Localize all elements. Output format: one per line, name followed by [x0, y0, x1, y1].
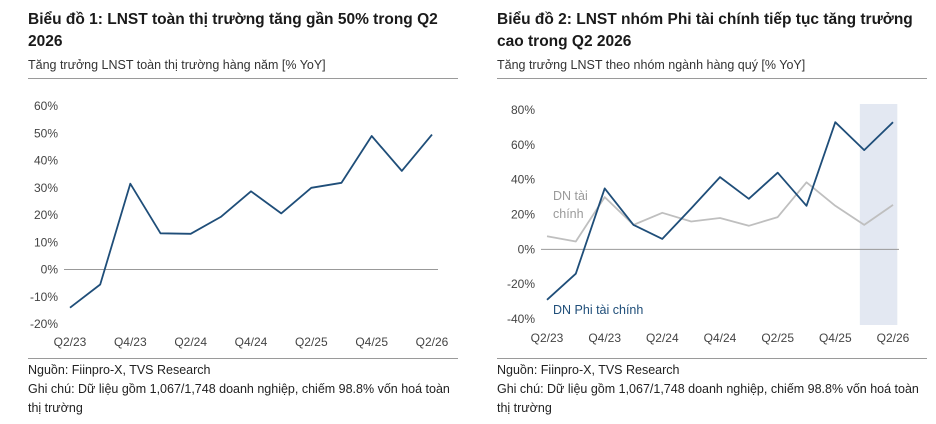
chart-2-title: Biểu đồ 2: LNST nhóm Phi tài chính tiếp …: [497, 11, 913, 50]
y-tick-label: 80%: [511, 103, 535, 117]
chart-2-top-rule: [497, 78, 927, 79]
chart-1-subtitle: Tăng trưởng LNST toàn thị trường hàng nă…: [28, 58, 326, 72]
chart-1-note: Ghi chú: Dữ liệu gồm 1,067/1,748 doanh n…: [28, 382, 450, 415]
y-tick-label: 10%: [34, 235, 58, 249]
chart-2-source: Nguồn: Fiinpro-X, TVS Research: [497, 363, 680, 377]
x-tick-label: Q2/24: [646, 331, 679, 345]
y-tick-label: 60%: [511, 138, 535, 152]
x-tick-label: Q4/24: [235, 335, 268, 349]
chart-1-source: Nguồn: Fiinpro-X, TVS Research: [28, 363, 211, 377]
x-tick-label: Q2/26: [877, 331, 910, 345]
x-tick-label: Q2/25: [761, 331, 794, 345]
chart-panel-2: Biểu đồ 2: LNST nhóm Phi tài chính tiếp …: [497, 0, 927, 79]
y-tick-label: -20%: [507, 277, 535, 291]
series-label-dn-tai-chinh-cont: chính: [553, 207, 584, 221]
chart-1-plot: 60% 50% 40% 30% 20% 10% 0% -10% -20% Q2/23 Q4/23 Q2…: [30, 99, 449, 349]
chart-2-footer: Nguồn: Fiinpro-X, TVS Research Ghi chú: …: [497, 358, 927, 418]
x-tick-label: Q4/25: [355, 335, 388, 349]
x-tick-label: Q2/25: [295, 335, 328, 349]
x-tick-label: Q4/25: [819, 331, 852, 345]
y-tick-label: 20%: [511, 208, 535, 222]
chart-panel-1: Biểu đồ 1: LNST toàn thị trường tăng gần…: [28, 0, 458, 79]
x-tick-label: Q2/26: [416, 335, 449, 349]
chart-1-bottom-rule: [28, 358, 458, 359]
chart-2-plot: 80% 60% 40% 20% 0% -20% -40% Q2/23 Q4/23 Q2/24 Q4/…: [507, 103, 910, 345]
y-tick-label: 30%: [34, 181, 58, 195]
x-tick-label: Q4/23: [588, 331, 621, 345]
x-tick-label: Q4/24: [704, 331, 737, 345]
x-tick-label: Q2/23: [54, 335, 87, 349]
y-tick-label: -40%: [507, 312, 535, 326]
series-line: [546, 121, 894, 301]
series-line: [69, 134, 433, 309]
series-label-dn-tai-chinh: DN tài: [553, 189, 588, 203]
y-tick-label: 60%: [34, 99, 58, 113]
x-tick-label: Q4/23: [114, 335, 147, 349]
chart-2-note: Ghi chú: Dữ liệu gồm 1,067/1,748 doanh n…: [497, 382, 919, 415]
y-tick-label: -10%: [30, 290, 58, 304]
y-tick-label: 0%: [518, 242, 536, 256]
y-tick-label: 40%: [34, 154, 58, 168]
x-tick-label: Q2/24: [174, 335, 207, 349]
y-tick-label: 50%: [34, 126, 58, 140]
chart-2-bottom-rule: [497, 358, 927, 359]
series-line: [546, 181, 894, 243]
y-tick-label: 0%: [41, 263, 59, 277]
y-tick-label: 20%: [34, 208, 58, 222]
y-tick-label: 40%: [511, 173, 535, 187]
y-tick-label: -20%: [30, 317, 58, 331]
chart-1-title: Biểu đồ 1: LNST toàn thị trường tăng gần…: [28, 11, 438, 50]
series-label-dn-phi-tai-chinh: DN Phi tài chính: [553, 303, 643, 317]
x-tick-label: Q2/23: [531, 331, 564, 345]
chart-2-subtitle: Tăng trưởng LNST theo nhóm ngành hàng qu…: [497, 58, 806, 72]
chart-1-footer: Nguồn: Fiinpro-X, TVS Research Ghi chú: …: [28, 358, 458, 418]
chart-1-top-rule: [28, 78, 458, 79]
